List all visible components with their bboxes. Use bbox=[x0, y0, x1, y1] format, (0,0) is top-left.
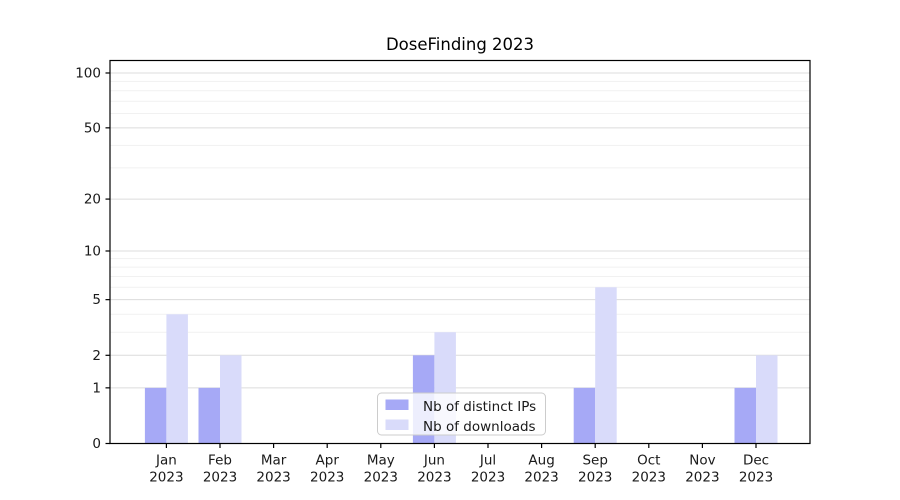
x-tick-label-month: Apr bbox=[316, 453, 340, 469]
x-tick-label-month: Jul bbox=[479, 453, 496, 469]
x-tick-label-year: 2023 bbox=[578, 470, 612, 486]
legend-label: Nb of downloads bbox=[423, 419, 536, 435]
bar-distinct-ips bbox=[573, 387, 596, 444]
bar-downloads bbox=[220, 355, 242, 444]
y-tick-label: 10 bbox=[84, 243, 101, 259]
x-tick-label-month: Jun bbox=[423, 453, 445, 469]
y-tick-label: 2 bbox=[92, 348, 101, 364]
bar-distinct-ips bbox=[734, 387, 756, 444]
x-tick-label-year: 2023 bbox=[417, 470, 451, 486]
y-tick-label: 1 bbox=[92, 380, 101, 396]
x-tick-label-month: Sep bbox=[582, 453, 607, 469]
x-tick-label-month: Aug bbox=[528, 453, 554, 469]
bar-downloads bbox=[166, 314, 188, 444]
y-tick-label: 5 bbox=[92, 292, 101, 308]
x-tick-label-year: 2023 bbox=[149, 470, 183, 486]
x-tick-label-month: Nov bbox=[689, 453, 715, 469]
x-tick-label-year: 2023 bbox=[739, 470, 773, 486]
y-tick-label: 0 bbox=[92, 436, 101, 452]
x-tick-label-year: 2023 bbox=[203, 470, 237, 486]
y-tick-label: 100 bbox=[75, 65, 101, 81]
legend-swatch bbox=[385, 399, 409, 410]
x-tick-label-year: 2023 bbox=[364, 470, 398, 486]
x-tick-label-year: 2023 bbox=[685, 470, 719, 486]
x-tick-label-month: Mar bbox=[261, 453, 287, 469]
x-tick-label-month: Oct bbox=[637, 453, 660, 469]
x-tick-label-month: Dec bbox=[743, 453, 769, 469]
y-tick-label: 20 bbox=[84, 192, 101, 208]
y-tick-label: 50 bbox=[84, 120, 101, 136]
bar-distinct-ips bbox=[198, 387, 220, 444]
x-tick-label-year: 2023 bbox=[471, 470, 505, 486]
x-tick-label-month: May bbox=[367, 453, 395, 469]
plot-border bbox=[109, 59, 811, 445]
x-tick-label-year: 2023 bbox=[524, 470, 558, 486]
legend: Nb of distinct IPs Nb of downloads bbox=[377, 392, 546, 436]
x-tick-label-month: Jan bbox=[155, 453, 177, 469]
x-tick-label-year: 2023 bbox=[256, 470, 290, 486]
x-tick-label-month: Feb bbox=[208, 453, 232, 469]
bar-distinct-ips bbox=[144, 387, 167, 444]
x-tick-label-year: 2023 bbox=[632, 470, 666, 486]
x-tick-label-year: 2023 bbox=[310, 470, 344, 486]
bar-downloads bbox=[756, 355, 778, 444]
legend-swatch bbox=[385, 419, 409, 430]
bar-downloads bbox=[595, 287, 617, 444]
chart-title: DoseFinding 2023 bbox=[385, 35, 535, 54]
legend-box bbox=[377, 392, 546, 436]
legend-label: Nb of distinct IPs bbox=[423, 399, 536, 415]
